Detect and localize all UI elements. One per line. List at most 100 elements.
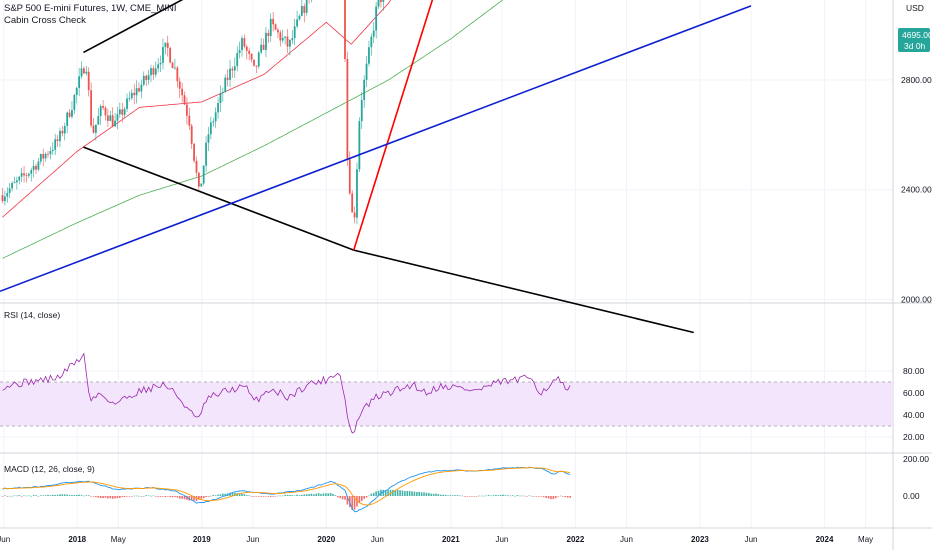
macd-hist-bar-157 bbox=[377, 490, 380, 496]
time-tick-5[interactable]: 2020 bbox=[317, 535, 335, 544]
candle-body-62 bbox=[150, 68, 152, 76]
macd-hist-bar-193 bbox=[463, 496, 466, 497]
candle-body-47 bbox=[114, 120, 116, 127]
macd-hist-bar-82 bbox=[198, 496, 200, 500]
study-name[interactable]: Cabin Cross Check bbox=[4, 15, 86, 26]
macd-hist-bar-54 bbox=[131, 496, 133, 497]
time-tick-12[interactable]: Jun bbox=[745, 535, 758, 544]
macd-hist-bar-99 bbox=[238, 493, 241, 496]
rsi-tick-0[interactable]: 20.00 bbox=[903, 432, 925, 442]
price-tick-1[interactable]: 2400.00 bbox=[901, 185, 932, 195]
macd-hist-bar-124 bbox=[298, 495, 301, 496]
macd-hist-bar-76 bbox=[183, 496, 186, 500]
moving-averages bbox=[2, 0, 504, 259]
candle-body-124 bbox=[298, 15, 301, 20]
candle-body-115 bbox=[277, 29, 279, 33]
time-tick-11[interactable]: 2023 bbox=[691, 535, 709, 544]
macd-hist-bar-47 bbox=[114, 496, 116, 499]
candle-body-80 bbox=[193, 143, 196, 161]
time-tick-4[interactable]: Jun bbox=[246, 535, 259, 544]
trendlines[interactable] bbox=[0, 0, 752, 334]
time-tick-10[interactable]: Jun bbox=[620, 535, 633, 544]
macd-tick-1[interactable]: 200.00 bbox=[903, 454, 929, 464]
candle-body-50 bbox=[121, 109, 124, 115]
time-tick-9[interactable]: 2022 bbox=[567, 535, 585, 544]
macd-hist-bar-10 bbox=[25, 495, 28, 497]
candle-body-25 bbox=[61, 130, 64, 134]
macd-hist-bar-22 bbox=[54, 494, 56, 496]
macd-hist-bar-68 bbox=[164, 496, 167, 498]
macd-hist-bar-121 bbox=[291, 495, 294, 496]
time-tick-14[interactable]: May bbox=[858, 535, 873, 544]
rsi-band bbox=[0, 381, 893, 427]
candle-body-159 bbox=[382, 0, 385, 2]
candle-body-105 bbox=[253, 59, 255, 66]
macd-hist-bar-232 bbox=[557, 496, 559, 497]
symbol-title[interactable]: S&P 500 E-mini Futures, 1W, CME_MINI bbox=[4, 3, 177, 14]
time-tick-7[interactable]: 2021 bbox=[442, 535, 460, 544]
macd-tick-0[interactable]: 0.00 bbox=[903, 491, 920, 501]
candle-body-150 bbox=[360, 99, 363, 122]
candle-body-120 bbox=[289, 40, 291, 47]
macd-hist-bar-126 bbox=[303, 494, 306, 496]
macd-hist-bar-181 bbox=[435, 493, 437, 496]
macd-hist-bar-7 bbox=[18, 495, 21, 496]
rsi-tick-1[interactable]: 40.00 bbox=[903, 410, 925, 420]
macd-hist-bar-138 bbox=[332, 494, 334, 496]
candle-body-91 bbox=[219, 93, 222, 104]
candle-body-33 bbox=[80, 68, 83, 77]
price-tick-0[interactable]: 2000.00 bbox=[901, 295, 932, 305]
macd-hist-bar-66 bbox=[159, 496, 162, 497]
macd-hist-bar-15 bbox=[37, 495, 40, 497]
candle-body-92 bbox=[221, 92, 224, 94]
candle-body-148 bbox=[356, 169, 358, 218]
macd-hist-bar-215 bbox=[516, 495, 519, 496]
last-price-tag: 4695.00 bbox=[902, 30, 932, 40]
macd-hist-bar-211 bbox=[507, 495, 509, 496]
rsi-tick-3[interactable]: 80.00 bbox=[903, 366, 925, 376]
rsi-tick-2[interactable]: 60.00 bbox=[903, 388, 925, 398]
macd-hist-bar-122 bbox=[293, 495, 296, 497]
time-tick-6[interactable]: Jun bbox=[371, 535, 384, 544]
price-tick-2[interactable]: 2800.00 bbox=[901, 75, 932, 85]
macd-hist-bar-169 bbox=[406, 490, 409, 496]
macd-hist-bar-16 bbox=[40, 495, 42, 496]
macd-hist-bar-11 bbox=[28, 495, 30, 497]
macd-hist-bar-21 bbox=[51, 494, 54, 496]
candle-body-66 bbox=[159, 62, 162, 65]
countdown-tag: 3d 0h bbox=[904, 41, 926, 51]
candle-body-22 bbox=[54, 139, 57, 150]
macd-hist-bar-218 bbox=[523, 495, 526, 497]
macd-hist-bar-41 bbox=[99, 496, 102, 499]
candle-body-102 bbox=[245, 46, 248, 51]
time-tick-2[interactable]: May bbox=[111, 535, 126, 544]
candle-body-100 bbox=[241, 38, 243, 51]
time-tick-13[interactable]: 2024 bbox=[816, 535, 834, 544]
candle-body-4 bbox=[11, 183, 13, 189]
time-tick-3[interactable]: 2019 bbox=[193, 535, 211, 544]
macd-hist-bar-96 bbox=[231, 492, 234, 496]
time-tick-8[interactable]: Jun bbox=[495, 535, 508, 544]
time-tick-1[interactable]: 2018 bbox=[68, 535, 86, 544]
macd-hist-bar-45 bbox=[109, 496, 112, 499]
macd-hist-bar-40 bbox=[97, 496, 100, 498]
macd-hist-bar-194 bbox=[466, 496, 468, 497]
macd-hist-bar-59 bbox=[143, 495, 145, 497]
macd-hist-bar-231 bbox=[554, 496, 557, 499]
time-tick-0[interactable]: Jun bbox=[0, 535, 10, 544]
macd-hist-bar-189 bbox=[454, 495, 456, 496]
candle-body-95 bbox=[229, 68, 231, 80]
macd-hist-bar-137 bbox=[329, 492, 332, 496]
macd-hist-bar-207 bbox=[497, 495, 500, 496]
candle-body-83 bbox=[200, 183, 203, 187]
macd-hist-bar-77 bbox=[186, 496, 188, 500]
candle-body-87 bbox=[209, 122, 212, 135]
macd-hist-bar-197 bbox=[473, 496, 476, 497]
macd-hist-bar-87 bbox=[210, 495, 212, 497]
macd-hist-bar-25 bbox=[61, 494, 64, 496]
candle-body-31 bbox=[75, 87, 78, 95]
trendline-3 bbox=[353, 249, 694, 334]
macd-hist-bar-213 bbox=[511, 495, 514, 496]
